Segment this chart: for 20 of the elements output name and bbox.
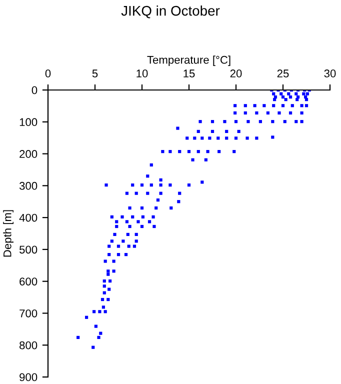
y-tick-label: 700: [20, 309, 38, 318]
x-tick-label: 10: [136, 70, 148, 78]
x-axis-title: Temperature [°C]: [147, 56, 230, 66]
y-tick-label: 500: [19, 246, 38, 254]
x-tick-label: 0: [45, 70, 51, 78]
y-tick-label: 300: [19, 182, 38, 190]
y-tick-label: 200: [20, 150, 38, 158]
y-axis-title: Depth [m]: [3, 210, 14, 257]
x-tick-label: 5: [92, 70, 98, 78]
x-tick-label: 20: [230, 70, 242, 78]
x-tick-label: 15: [184, 70, 195, 78]
y-tick-label: 600: [20, 278, 38, 286]
y-tick-label: 800: [20, 341, 38, 350]
y-tick-label: 100: [20, 118, 38, 126]
chart-title: JIKQ in October: [121, 6, 220, 18]
y-tick-label: 400: [19, 214, 38, 222]
x-tick-label: 30: [324, 70, 336, 78]
x-tick-label: 25: [277, 70, 289, 78]
y-tick-label: 0: [32, 86, 38, 94]
y-tick-label: 900: [20, 373, 38, 382]
